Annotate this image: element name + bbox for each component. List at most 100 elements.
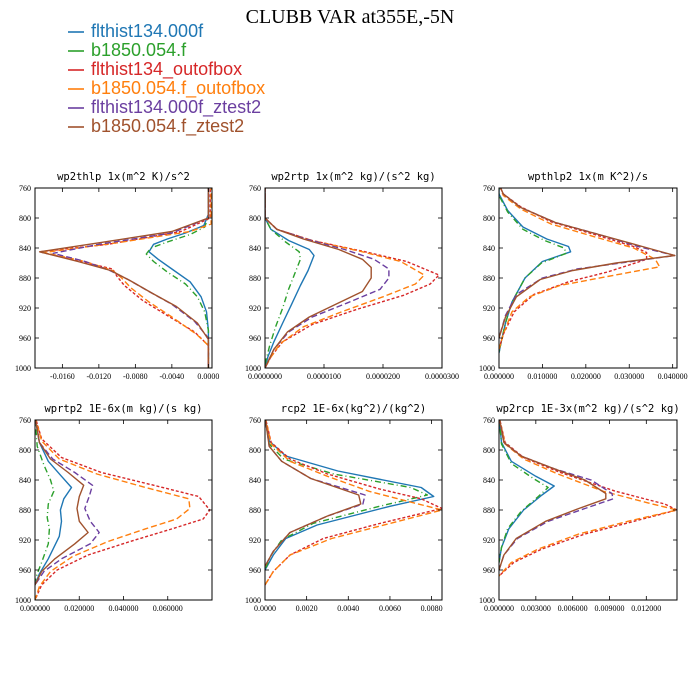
y-tick-label: 880	[19, 274, 31, 283]
y-tick-label: 760	[483, 416, 495, 425]
y-tick-label: 840	[249, 476, 261, 485]
x-tick-label: 0.0000300	[425, 372, 459, 381]
legend: flthist134.000fb1850.054.fflthist134_out…	[68, 21, 265, 137]
panels: wp2thlp 1x(m^2 K)/s^2 760 800 840 880 920 960 1…	[15, 171, 688, 613]
y-tick-label: 920	[483, 536, 495, 545]
x-tick-label: -0.0120	[87, 372, 112, 381]
y-tick-label: 800	[19, 214, 31, 223]
x-tick-label: 0.020000	[64, 604, 94, 613]
x-tick-label: -0.0160	[50, 372, 75, 381]
y-tick-label: 960	[249, 566, 261, 575]
x-tick-label: 0.006000	[558, 604, 588, 613]
y-tick-label: 800	[483, 446, 495, 455]
y-tick-label: 1000	[479, 364, 495, 373]
series-line	[499, 420, 549, 563]
x-tick-label: 0.000000	[484, 604, 514, 613]
y-tick-label: 960	[483, 566, 495, 575]
plot-frame	[264, 187, 443, 369]
panel-4: wprtp2 1E-6x(m kg)/(s kg) 760 800 840 880 920…	[15, 403, 213, 613]
y-tick-label: 960	[249, 334, 261, 343]
series-line	[265, 420, 442, 586]
y-tick-label: 880	[483, 506, 495, 515]
panel-1: wp2thlp 1x(m^2 K)/s^2 760 800 840 880 920 960 1…	[15, 171, 219, 381]
series-line	[35, 420, 211, 600]
series-line	[148, 188, 210, 368]
plot-frame	[34, 419, 213, 601]
x-tick-label: 0.020000	[571, 372, 601, 381]
y-tick-label: 880	[249, 274, 261, 283]
series-group	[35, 420, 211, 600]
x-tick-label: 0.003000	[521, 604, 551, 613]
series-line	[499, 420, 677, 577]
x-tick-label: 0.0040	[337, 604, 359, 613]
series-line	[52, 188, 210, 368]
series-group	[499, 188, 676, 354]
legend-item: flthist134.000f_ztest2	[68, 97, 261, 118]
panel-title: wp2rtp 1x(m^2 kg)/(s^2 kg)	[271, 171, 435, 183]
series-group	[499, 420, 677, 577]
legend-item: b1850.054.f	[68, 40, 187, 60]
panel-title: wp2thlp 1x(m^2 K)/s^2	[57, 171, 190, 183]
series-line	[499, 420, 677, 577]
x-tick-label: 0.0080	[421, 604, 443, 613]
series-line	[499, 188, 661, 350]
y-tick-label: 840	[249, 244, 261, 253]
series-line	[265, 420, 442, 586]
y-tick-label: 1000	[15, 596, 31, 605]
x-tick-label: 0.040000	[109, 604, 139, 613]
legend-label: b1850.054.f_outofbox	[91, 78, 265, 99]
y-tick-label: 880	[19, 506, 31, 515]
series-line	[499, 420, 607, 571]
series-line	[265, 188, 302, 365]
y-tick-label: 840	[483, 244, 495, 253]
y-tick-label: 760	[249, 416, 261, 425]
x-tick-label: 0.009000	[594, 604, 624, 613]
series-line	[35, 420, 89, 586]
plot-frame	[264, 419, 443, 601]
legend-label: flthist134_outofbox	[91, 59, 242, 80]
x-tick-label: 0.040000	[658, 372, 688, 381]
series-group	[265, 188, 440, 368]
x-tick-label: 0.0000100	[307, 372, 341, 381]
y-tick-label: 840	[19, 244, 31, 253]
series-line	[265, 420, 435, 571]
y-tick-label: 760	[19, 184, 31, 193]
series-line	[499, 188, 676, 339]
y-tick-label: 920	[249, 536, 261, 545]
y-tick-label: 920	[249, 304, 261, 313]
x-tick-label: 0.060000	[153, 604, 183, 613]
y-tick-label: 960	[483, 334, 495, 343]
series-line	[265, 188, 372, 368]
legend-item: flthist134.000f	[68, 21, 204, 41]
legend-item: b1850.054.f_outofbox	[68, 78, 265, 99]
series-line	[35, 420, 73, 586]
y-tick-label: 800	[483, 214, 495, 223]
panel-5: rcp2 1E-6x(kg^2)/(kg^2) 760 800 840 880 920 96…	[245, 403, 443, 613]
y-tick-label: 920	[19, 536, 31, 545]
y-tick-label: 1000	[15, 364, 31, 373]
x-tick-label: 0.0000	[254, 604, 276, 613]
series-line	[145, 188, 210, 368]
panel-3: wpthlp2 1x(m K^2)/s 760 800 840 880 920 960 100…	[479, 171, 688, 381]
x-tick-label: 0.0000200	[366, 372, 400, 381]
x-tick-label: 0.0000000	[248, 372, 282, 381]
series-line	[38, 188, 211, 368]
y-tick-label: 1000	[245, 364, 261, 373]
legend-label: b1850.054.f_ztest2	[91, 116, 244, 137]
panel-title: wpthlp2 1x(m K^2)/s	[528, 171, 648, 183]
x-tick-label: -0.0040	[160, 372, 185, 381]
y-tick-label: 880	[483, 274, 495, 283]
x-tick-label: 0.0060	[379, 604, 401, 613]
y-tick-label: 800	[249, 446, 261, 455]
series-line	[35, 420, 100, 586]
series-line	[499, 420, 614, 571]
y-tick-label: 760	[19, 416, 31, 425]
panel-title: rcp2 1E-6x(kg^2)/(kg^2)	[281, 403, 426, 415]
x-tick-label: 0.0000	[197, 372, 219, 381]
figure-title: CLUBB VAR at355E,-5N	[246, 6, 455, 28]
series-line	[265, 420, 429, 571]
y-tick-label: 800	[19, 446, 31, 455]
series-line	[43, 188, 212, 368]
series-line	[499, 188, 676, 339]
